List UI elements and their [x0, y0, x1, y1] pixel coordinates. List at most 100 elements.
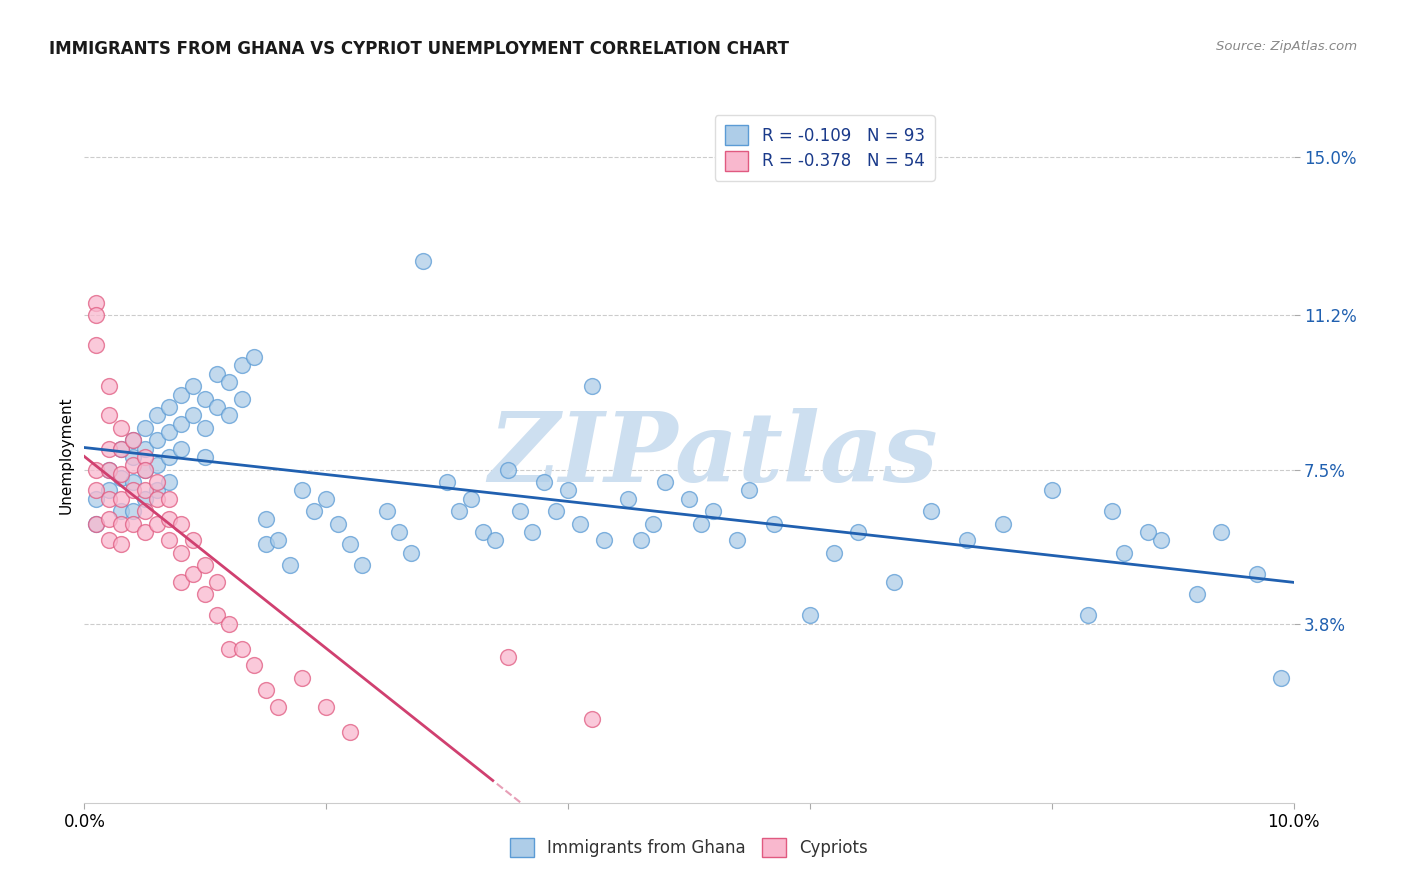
- Point: [328, 516, 350, 531]
- Point: [254, 512, 277, 526]
- Point: [484, 533, 506, 548]
- Point: [170, 442, 193, 456]
- Point: [460, 491, 482, 506]
- Point: [134, 442, 156, 456]
- Point: [242, 658, 264, 673]
- Point: [315, 491, 337, 506]
- Point: [291, 483, 314, 498]
- Point: [218, 375, 240, 389]
- Point: [146, 458, 169, 473]
- Point: [110, 491, 132, 506]
- Point: [218, 616, 240, 631]
- Point: [86, 516, 108, 531]
- Point: [339, 537, 361, 551]
- Point: [157, 491, 180, 506]
- Point: [412, 254, 434, 268]
- Point: [352, 558, 374, 573]
- Point: [291, 671, 314, 685]
- Point: [110, 471, 132, 485]
- Text: Source: ZipAtlas.com: Source: ZipAtlas.com: [1216, 40, 1357, 54]
- Point: [375, 504, 398, 518]
- Point: [472, 524, 495, 539]
- Point: [110, 537, 132, 551]
- Point: [1185, 587, 1208, 601]
- Point: [146, 434, 169, 448]
- Point: [121, 483, 143, 498]
- Point: [267, 700, 290, 714]
- Point: [97, 462, 120, 476]
- Point: [110, 467, 132, 481]
- Point: [339, 725, 361, 739]
- Point: [97, 483, 120, 498]
- Point: [157, 475, 180, 489]
- Point: [1077, 608, 1099, 623]
- Point: [690, 516, 713, 531]
- Point: [496, 650, 519, 665]
- Point: [1137, 524, 1160, 539]
- Point: [883, 574, 905, 589]
- Point: [231, 392, 253, 406]
- Point: [157, 450, 180, 464]
- Point: [218, 641, 240, 656]
- Legend: Immigrants from Ghana, Cypriots: Immigrants from Ghana, Cypriots: [503, 831, 875, 864]
- Point: [678, 491, 700, 506]
- Point: [823, 546, 845, 560]
- Point: [799, 608, 821, 623]
- Point: [86, 337, 108, 351]
- Point: [702, 504, 724, 518]
- Point: [1246, 566, 1268, 581]
- Point: [581, 713, 603, 727]
- Point: [134, 450, 156, 464]
- Point: [1040, 483, 1063, 498]
- Point: [207, 608, 229, 623]
- Point: [449, 504, 471, 518]
- Point: [218, 409, 240, 423]
- Point: [194, 450, 217, 464]
- Point: [557, 483, 579, 498]
- Point: [134, 462, 156, 476]
- Point: [134, 421, 156, 435]
- Text: IMMIGRANTS FROM GHANA VS CYPRIOT UNEMPLOYMENT CORRELATION CHART: IMMIGRANTS FROM GHANA VS CYPRIOT UNEMPLO…: [49, 40, 789, 58]
- Point: [762, 516, 785, 531]
- Point: [1149, 533, 1171, 548]
- Point: [956, 533, 979, 548]
- Point: [738, 483, 761, 498]
- Point: [181, 379, 204, 393]
- Point: [134, 491, 156, 506]
- Point: [242, 350, 264, 364]
- Text: ZIPatlas: ZIPatlas: [488, 408, 938, 502]
- Point: [121, 516, 143, 531]
- Point: [181, 409, 204, 423]
- Point: [134, 483, 156, 498]
- Point: [725, 533, 748, 548]
- Point: [121, 458, 143, 473]
- Point: [630, 533, 652, 548]
- Point: [181, 566, 204, 581]
- Point: [86, 491, 108, 506]
- Point: [278, 558, 301, 573]
- Point: [207, 367, 229, 381]
- Point: [544, 504, 567, 518]
- Point: [97, 533, 120, 548]
- Point: [569, 516, 592, 531]
- Point: [436, 475, 458, 489]
- Point: [170, 516, 193, 531]
- Point: [97, 491, 120, 506]
- Point: [97, 409, 120, 423]
- Point: [97, 462, 120, 476]
- Point: [110, 516, 132, 531]
- Point: [1209, 524, 1232, 539]
- Point: [533, 475, 555, 489]
- Point: [86, 296, 108, 310]
- Point: [254, 683, 277, 698]
- Point: [581, 379, 603, 393]
- Point: [1101, 504, 1123, 518]
- Point: [846, 524, 869, 539]
- Point: [86, 483, 108, 498]
- Point: [146, 475, 169, 489]
- Point: [231, 641, 253, 656]
- Point: [146, 516, 169, 531]
- Point: [254, 537, 277, 551]
- Point: [194, 558, 217, 573]
- Point: [110, 421, 132, 435]
